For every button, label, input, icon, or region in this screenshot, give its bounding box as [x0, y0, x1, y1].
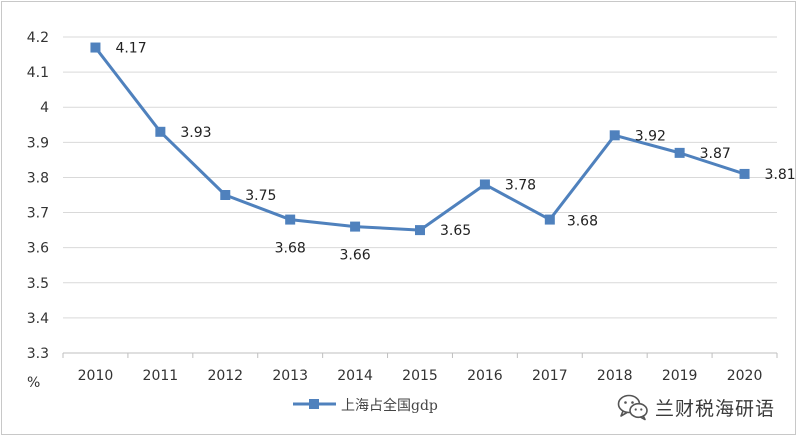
data-label: 3.92: [635, 128, 666, 144]
data-point-marker: [285, 214, 296, 225]
legend: 上海占全国gdp: [293, 397, 438, 414]
data-label: 3.66: [340, 248, 371, 264]
x-tick-labels: 2010 2011 2012 2013 2014 2015 2016 2017 2018 2019…: [78, 368, 763, 384]
y-tick-label: 4.2: [27, 30, 49, 46]
data-point-marker: [479, 179, 490, 190]
x-axis: [62, 352, 778, 358]
data-markers: [90, 42, 750, 236]
data-point-marker: [220, 190, 231, 200]
x-tick-label: 2017: [532, 368, 568, 384]
data-label: 3.68: [567, 214, 598, 230]
data-label: 3.78: [505, 177, 536, 193]
data-point-marker: [415, 225, 425, 236]
y-tick-label: 4: [40, 100, 49, 116]
legend-series-label: 上海占全国gdp: [341, 397, 438, 414]
x-tick-label: 2018: [597, 368, 633, 384]
y-tick-labels: 4.2 4.1 4 3.9 3.8 3.7 3.6 3.5 3.4 3.3: [27, 30, 49, 362]
x-tick-label: 2011: [143, 368, 179, 384]
data-labels: 4.17 3.93 3.75 3.68 3.66 3.65 3.78 3.68 3.92 3.87…: [115, 41, 795, 264]
x-tick-label: 2014: [337, 368, 373, 384]
y-tick-label: 3.5: [27, 276, 49, 292]
y-axis-unit-label: %: [27, 375, 40, 391]
gridlines: [63, 36, 777, 319]
data-point-marker: [674, 147, 685, 158]
x-tick-label: 2015: [402, 368, 438, 384]
data-label: 4.17: [115, 41, 146, 57]
data-point-marker: [350, 221, 361, 232]
y-tick-label: 4.1: [27, 65, 49, 81]
y-tick-label: 3.3: [27, 346, 49, 362]
data-point-marker: [544, 214, 555, 225]
x-tick-label: 2013: [272, 368, 308, 384]
data-point-marker: [155, 126, 166, 137]
y-tick-label: 3.4: [27, 311, 49, 327]
x-tick-label: 2020: [727, 368, 763, 384]
y-tick-label: 3.8: [27, 170, 49, 186]
data-label: 3.87: [700, 146, 731, 162]
data-label: 3.75: [245, 188, 276, 204]
data-label: 3.93: [180, 125, 211, 141]
x-tick-label: 2012: [207, 368, 243, 384]
data-label: 3.68: [275, 241, 306, 257]
watermark-text: 兰财税海研语: [655, 397, 776, 420]
data-point-marker: [739, 168, 750, 179]
legend-marker-swatch: [309, 399, 319, 409]
data-label: 3.65: [440, 223, 471, 239]
y-tick-label: 3.6: [27, 241, 49, 257]
x-tick-label: 2010: [78, 368, 114, 384]
data-point-marker: [609, 130, 620, 141]
data-label: 3.81: [765, 167, 796, 183]
watermark: 兰财税海研语: [617, 389, 775, 425]
x-tick-label: 2019: [662, 368, 698, 384]
data-point-marker: [90, 42, 101, 53]
wechat-icon: [617, 394, 648, 421]
x-tick-label: 2016: [467, 368, 503, 384]
y-tick-label: 3.9: [27, 135, 49, 151]
y-tick-label: 3.7: [27, 206, 49, 222]
